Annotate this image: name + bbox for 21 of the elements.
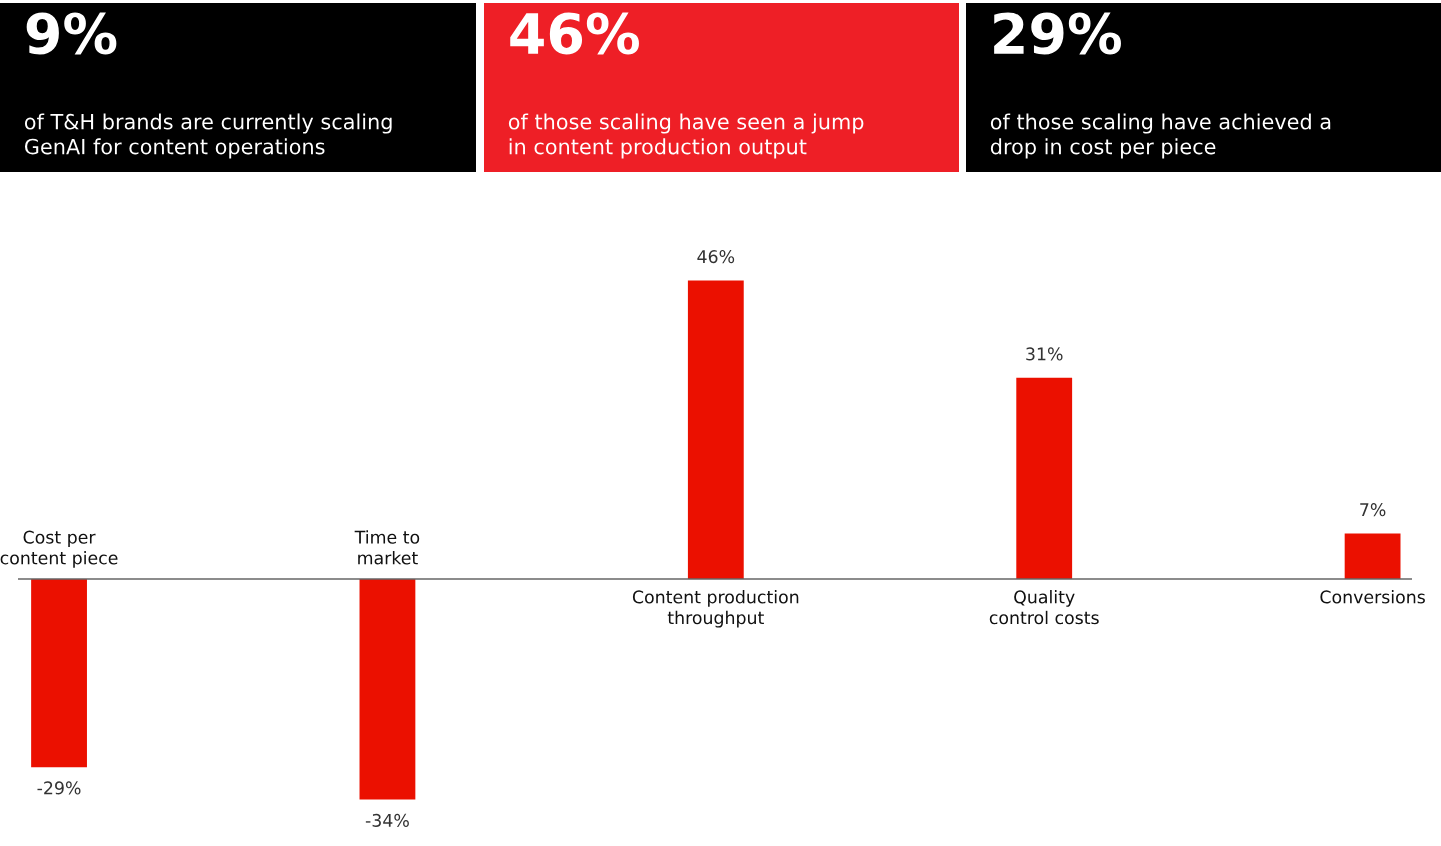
data-label: -34% (365, 813, 409, 827)
data-label: 31% (1026, 347, 1063, 361)
x-tick-label: Conversions (1320, 590, 1425, 604)
text: 46% (510, 12, 639, 55)
x-tick-label: Quality control costs (989, 590, 1099, 625)
bar (1344, 533, 1401, 579)
data-label: 7% (1360, 503, 1386, 517)
bar (359, 578, 416, 800)
bar (1016, 377, 1073, 579)
x-tick-label: Content production throughput (632, 590, 799, 628)
text: of those scaling have seen a jump in content production output (508, 113, 864, 159)
bar (687, 280, 744, 579)
data-label: -29% (37, 781, 81, 795)
data-label: 46% (697, 250, 735, 264)
x-tick-label: Cost per content piece (0, 530, 118, 568)
text: of those scaling have achieved a drop in cost per piece (990, 113, 1331, 159)
bar (31, 578, 87, 768)
text: 29% (994, 12, 1121, 55)
x-tick-label: Time to market (354, 530, 420, 565)
text: 9% (26, 12, 117, 55)
text: of T&H brands are currently scaling GenAI for content operations (24, 113, 392, 159)
